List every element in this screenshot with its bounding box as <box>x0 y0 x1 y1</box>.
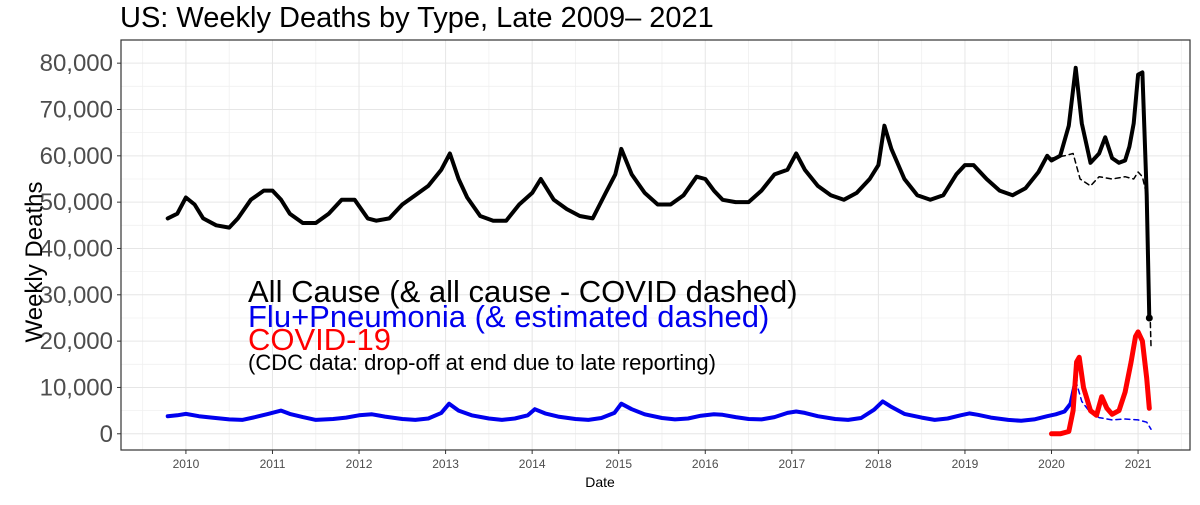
x-tick-label: 2011 <box>260 457 286 471</box>
y-tick-label: 30,000 <box>40 282 113 309</box>
x-tick-label: 2013 <box>432 457 459 471</box>
y-tick-label: 40,000 <box>40 235 113 262</box>
chart-title: US: Weekly Deaths by Type, Late 2009– 20… <box>120 2 714 34</box>
legend-covid: COVID-19 <box>248 322 391 357</box>
legend-note: (CDC data: drop-off at end due to late r… <box>248 350 716 375</box>
y-tick-label: 20,000 <box>40 328 113 355</box>
all-cause-end-point <box>1145 314 1153 322</box>
x-tick-label: 2015 <box>605 457 632 471</box>
x-tick-label: 2012 <box>346 457 373 471</box>
y-axis-label: Weekly Deaths <box>21 181 48 343</box>
x-tick-label: 2018 <box>865 457 892 471</box>
series-all-cause-minus-covid <box>1050 152 1152 347</box>
x-tick-label: 2021 <box>1125 457 1152 471</box>
y-tick-label: 60,000 <box>40 143 113 170</box>
series-covid <box>1049 329 1152 437</box>
legend-all-cause: All Cause (& all cause - COVID dashed) <box>248 274 798 309</box>
legend-flu-pneumonia: Flu+Pneumonia (& estimated dashed) <box>248 299 770 334</box>
series-all-cause <box>165 65 1152 320</box>
series-flu-pneumonia <box>165 378 1078 423</box>
plot-panel <box>121 40 1190 450</box>
x-axis-label: Date <box>585 474 615 490</box>
x-tick-label: 2020 <box>1038 457 1065 471</box>
x-tick-label: 2016 <box>692 457 719 471</box>
x-tick-label: 2017 <box>778 457 805 471</box>
x-tick-label: 2014 <box>519 457 546 471</box>
series-flu-pneumonia-estimated <box>1074 379 1152 430</box>
y-tick-label: 80,000 <box>40 50 113 77</box>
y-tick-label: 10,000 <box>40 374 113 401</box>
x-tick-label: 2010 <box>173 457 200 471</box>
plot-border <box>120 39 1191 451</box>
y-tick-label: 50,000 <box>40 189 113 216</box>
x-tick-label: 2019 <box>952 457 979 471</box>
y-tick-label: 0 <box>100 421 113 448</box>
y-tick-label: 70,000 <box>40 96 113 123</box>
